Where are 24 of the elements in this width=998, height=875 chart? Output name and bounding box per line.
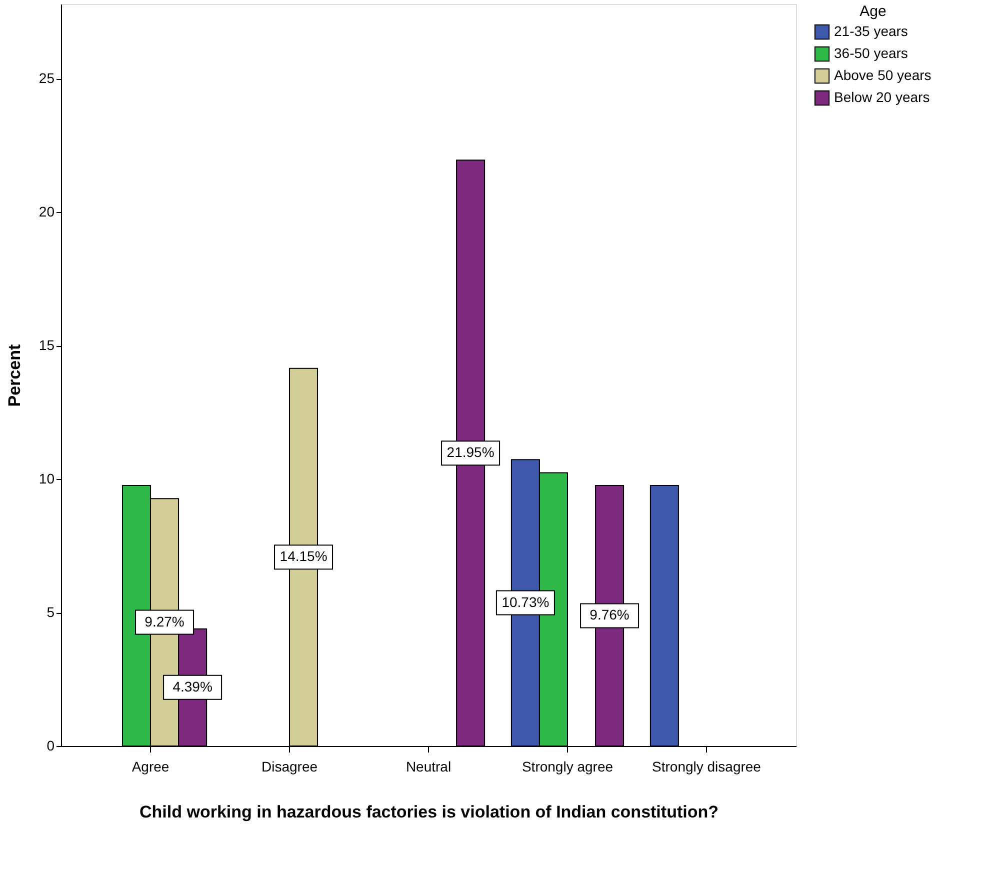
x-axis-title: Child working in hazardous factories is violation of Indian constitution?	[140, 802, 718, 822]
data-label: 14.15%	[280, 548, 328, 564]
y-tick-label: 10	[38, 470, 55, 487]
x-tick-label: Neutral	[406, 758, 452, 774]
x-tick-label: Strongly agree	[522, 758, 614, 774]
y-tick-label: 15	[38, 337, 55, 354]
legend-label: 36-50 years	[834, 45, 908, 61]
legend-title: Age	[860, 3, 886, 20]
data-label: 9.76%	[590, 606, 630, 623]
x-tick-label: Disagree	[261, 758, 318, 774]
legend-label: 21-35 years	[834, 23, 908, 39]
data-label: 10.73%	[502, 594, 550, 610]
y-tick-label: 0	[46, 738, 55, 754]
x-tick-label: Strongly disagree	[652, 758, 762, 774]
legend-label: Above 50 years	[834, 67, 932, 83]
data-label: 9.27%	[144, 613, 184, 630]
data-label: 4.39%	[172, 678, 212, 694]
y-axis-title: Percent	[4, 344, 24, 407]
y-tick-label: 5	[46, 604, 55, 620]
legend-label: Below 20 years	[834, 89, 930, 105]
y-tick-label: 25	[38, 70, 55, 86]
data-label: 21.95%	[446, 444, 494, 460]
x-tick-label: Agree	[132, 758, 170, 774]
y-tick-label: 20	[38, 204, 55, 220]
